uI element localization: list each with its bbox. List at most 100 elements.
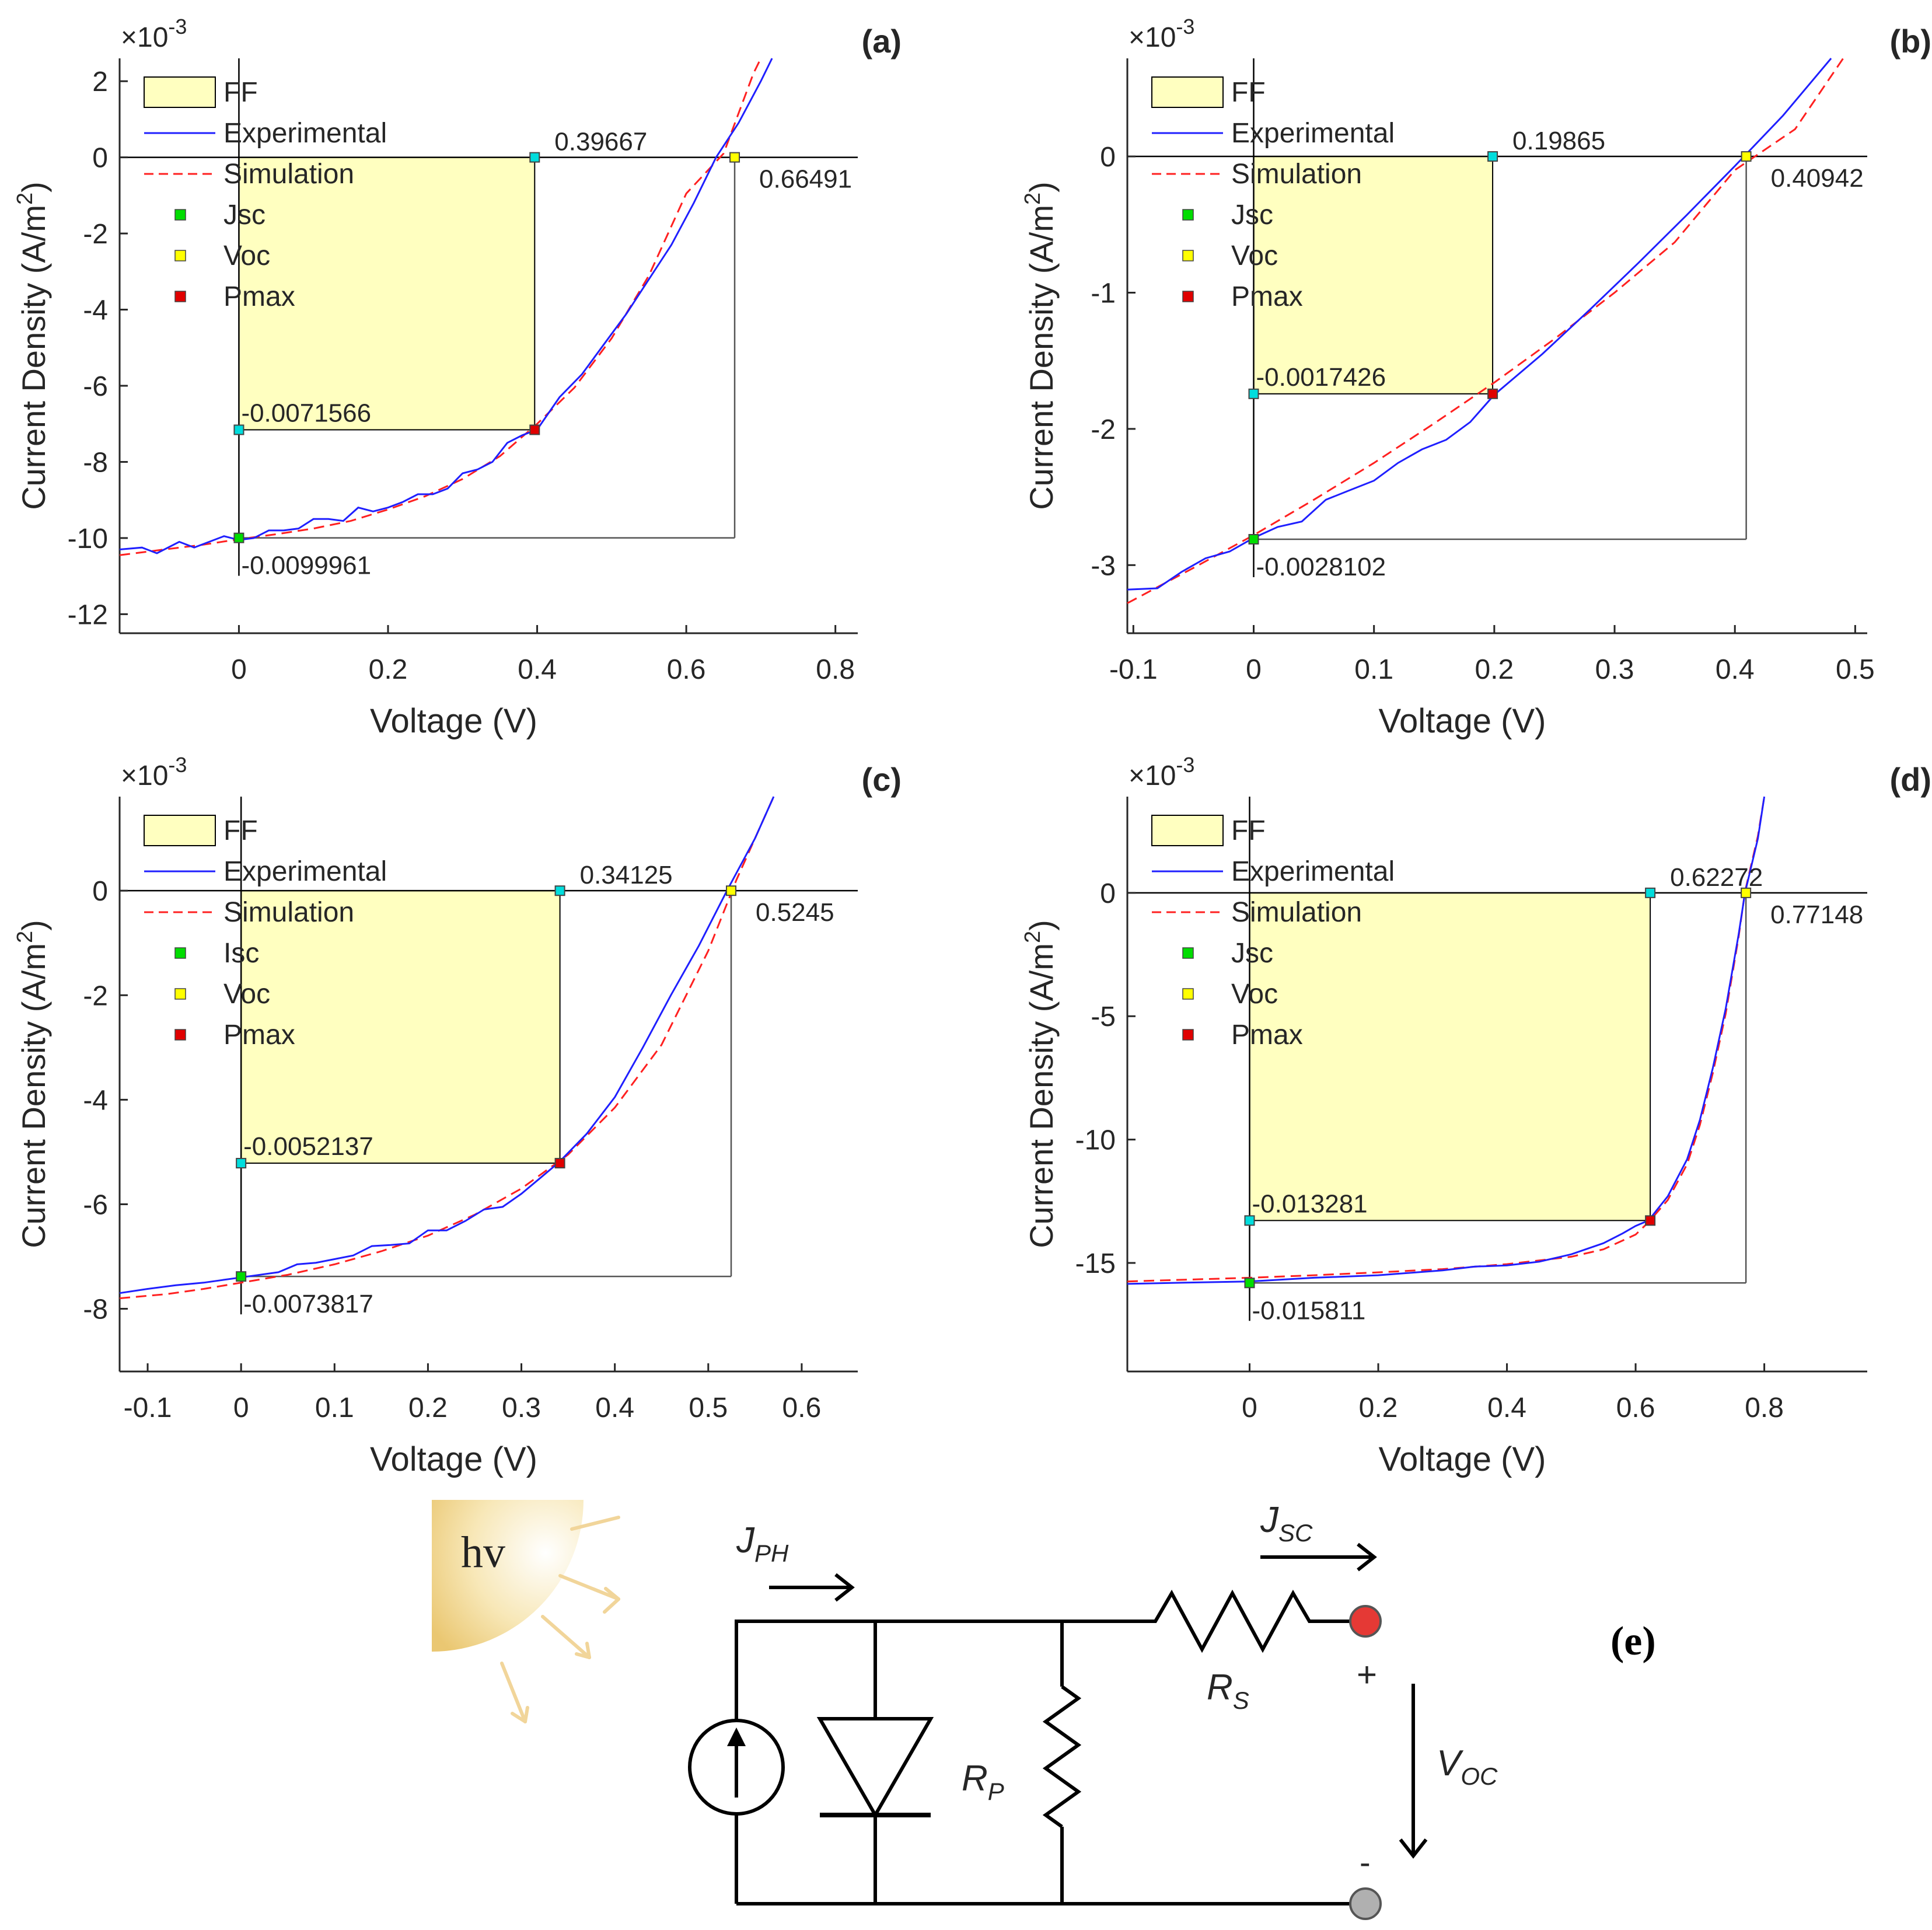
rs-label-main: R: [1207, 1667, 1233, 1708]
annotation-jsc: -0.0099961: [241, 552, 371, 580]
key-point-markers: [236, 885, 737, 1282]
ff-rectangle: [1253, 156, 1494, 395]
key-point-markers: [233, 152, 740, 543]
legend-ff-swatch: [1151, 76, 1224, 108]
legend-marker-swatch: [174, 1029, 186, 1041]
annotation-vmp: 0.62272: [1670, 863, 1763, 892]
jsc-arrow-icon: [1260, 1542, 1377, 1572]
y-tick-label: -8: [83, 1294, 108, 1325]
legend-entry-label: Voc: [223, 979, 270, 1010]
jsc-marker: [1244, 1278, 1255, 1289]
vmp-marker: [554, 885, 565, 896]
x-tick-label: 0.6: [782, 1392, 822, 1423]
y-tick-label: -5: [1091, 1001, 1116, 1032]
legend-entry-label: Pmax: [223, 281, 295, 312]
legend-marker-swatch: [1182, 250, 1194, 261]
y-tick-label: 0: [1100, 878, 1116, 909]
y-tick-label: -6: [83, 371, 108, 402]
ff-rectangle: [1249, 892, 1651, 1221]
pmax-marker: [1645, 1215, 1656, 1226]
x-tick-label: 0.4: [1716, 654, 1755, 685]
jph-label-sub: PH: [754, 1540, 789, 1567]
legend-marker-swatch: [1182, 291, 1194, 302]
y-ticks: -8 -6 -4 -2 0: [83, 876, 128, 1325]
y-tick-label: -10: [1075, 1125, 1116, 1156]
annotation-voc: 0.66491: [759, 165, 852, 194]
key-point-markers: [1248, 151, 1752, 545]
y-tick-label: -4: [83, 1085, 108, 1116]
x-tick-label: 0.4: [595, 1392, 634, 1423]
y-axis-label-end: ): [15, 182, 52, 193]
current-source-icon: [688, 1719, 785, 1816]
exponent-value: -3: [1176, 753, 1194, 777]
y-ticks: -3 -2 -1 0: [1091, 142, 1136, 581]
legend-marker-swatch: [174, 209, 186, 221]
legend-marker-swatch: [174, 250, 186, 261]
simulation-line: [1127, 58, 1844, 604]
simulation-line: [119, 796, 775, 1300]
exponent-label: ×10-3: [1129, 753, 1194, 791]
legend-entry-label: Simulation: [223, 897, 354, 928]
ff-area: [1253, 156, 1494, 395]
y-tick-label: 0: [92, 143, 108, 174]
voc-marker: [726, 885, 737, 896]
x-axis-label: Voltage (V): [370, 1440, 537, 1478]
legend-entry-label: Jsc: [223, 200, 265, 231]
simulation-curve: [119, 796, 775, 1300]
y-axis-label-end: ): [15, 920, 52, 931]
legend-entry-label: FF: [1231, 77, 1266, 108]
exponent-label: ×10-3: [1129, 15, 1194, 53]
legend-entry-label: Simulation: [223, 159, 354, 190]
legend-entry-label: Simulation: [1231, 897, 1362, 928]
shunt-resistor-icon: [1042, 1685, 1082, 1828]
legend-entry-label: Voc: [1231, 240, 1278, 271]
ff-rectangle: [240, 890, 561, 1164]
annotation-voc: 0.77148: [1770, 901, 1863, 929]
exponent-times: ×10: [121, 760, 168, 791]
voc-label-sub: OC: [1461, 1763, 1498, 1790]
y-tick-label: 0: [1100, 142, 1116, 173]
rs-label: RS: [1207, 1667, 1249, 1714]
x-tick-label: 0.2: [1475, 654, 1514, 685]
legend-marker-swatch: [174, 988, 186, 1000]
voc-marker: [729, 152, 740, 163]
panel-label: (a): [862, 23, 902, 60]
legend-entry-label: Voc: [223, 240, 270, 271]
exponent-value: -3: [168, 15, 187, 39]
y-axis-label-sup: 2: [1021, 931, 1045, 943]
x-tick-label: 0.2: [408, 1392, 448, 1423]
rs-label-sub: S: [1233, 1687, 1249, 1714]
jsc-label-main: J: [1260, 1500, 1279, 1540]
x-ticks: 0 0.2 0.4 0.6 0.8: [231, 625, 855, 685]
panel-b: -0.1 0 0.1 0.2 0.3 0.4 0.5 -3 -2 -1 0 FF Experimen…: [1021, 15, 1931, 740]
y-axis-label-sup: 2: [1021, 193, 1045, 205]
x-axis-label: Voltage (V): [370, 702, 537, 740]
exponent-value: -3: [1176, 15, 1194, 39]
legend-marker-swatch: [1182, 988, 1194, 1000]
panel-c: -0.1 0 0.1 0.2 0.3 0.4 0.5 0.6 -8 -6 -4 -2 0 FF Expe…: [13, 753, 902, 1478]
x-tick-label: 0.2: [369, 654, 408, 685]
jsc-marker: [233, 532, 244, 543]
y-axis-label-end: ): [1023, 182, 1060, 193]
ff-area: [240, 890, 561, 1164]
minus-sign: -: [1360, 1844, 1371, 1880]
legend-entry-label: Jsc: [1231, 938, 1273, 969]
legend-entry-label: Pmax: [1231, 1020, 1303, 1050]
legend-ff-swatch: [144, 76, 216, 108]
vmp-marker: [529, 152, 540, 163]
annotation-vmp: 0.34125: [580, 861, 673, 889]
legend-entry-label: Voc: [1231, 979, 1278, 1010]
y-tick-label: -2: [1091, 414, 1116, 445]
x-tick-label: 0.4: [1487, 1392, 1526, 1423]
legend-marker-swatch: [1182, 209, 1194, 221]
experimental-curve: [1127, 58, 1832, 591]
legend-marker-swatch: [1182, 947, 1194, 959]
exponent-value: -3: [168, 753, 187, 777]
x-tick-label: 0: [1246, 654, 1262, 685]
pmax-marker: [554, 1158, 565, 1169]
x-tick-label: -0.1: [124, 1392, 172, 1423]
key-point-markers: [1244, 887, 1752, 1289]
y-tick-label: -2: [83, 980, 108, 1011]
rp-label-sub: P: [988, 1778, 1004, 1805]
y-tick-label: -12: [68, 599, 108, 630]
